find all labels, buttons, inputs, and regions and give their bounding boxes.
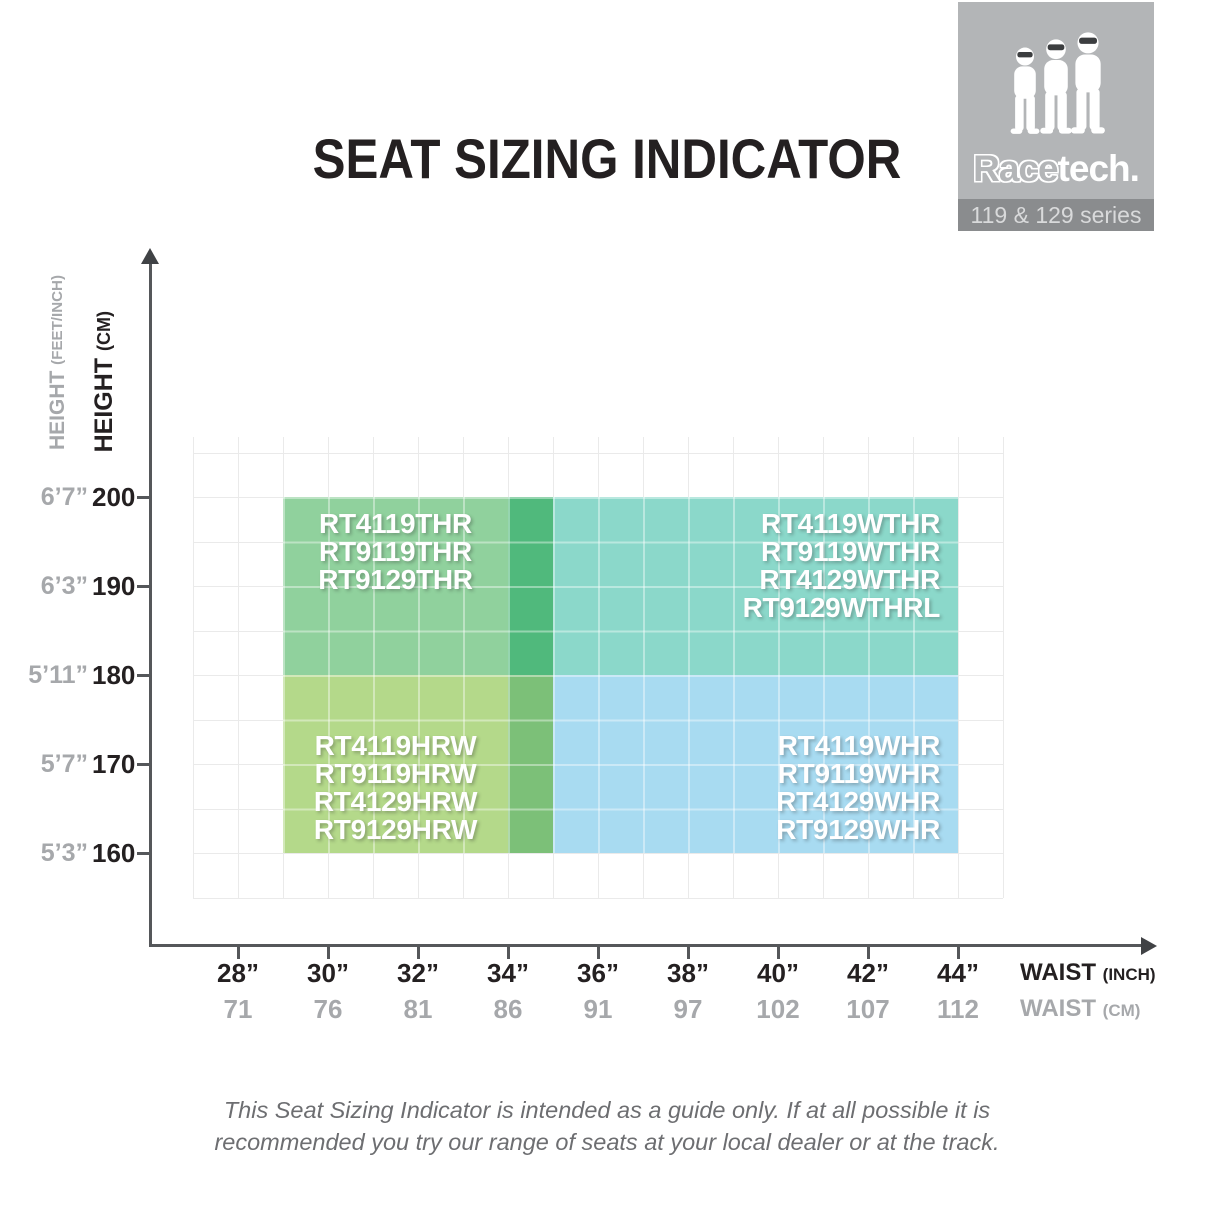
- y-tick-label-cm: 180: [92, 660, 136, 690]
- three-race-drivers-icon: [994, 28, 1118, 147]
- x-tick-mark: [597, 947, 600, 959]
- model-code: RT9129HRW: [313, 814, 478, 845]
- x-tick-mark: [327, 947, 330, 959]
- model-code: RT9129WTHRL: [742, 592, 941, 623]
- page-title: SEAT SIZING INDICATOR: [312, 127, 902, 190]
- x-tick-label-cm: 86: [493, 994, 523, 1024]
- x-tick-mark: [777, 947, 780, 959]
- region-model-list: RT4119THR RT9119THR RT9129THR: [283, 497, 508, 594]
- model-code: RT4119WHR: [777, 730, 941, 761]
- y-tick-label-cm: 170: [92, 749, 136, 779]
- overlap-strip-short: [508, 675, 553, 853]
- y-axis-title-cm: HEIGHT (CM): [90, 310, 118, 452]
- y-tick-mark: [137, 763, 149, 766]
- x-tick-label-cm: 91: [583, 994, 613, 1024]
- x-tick-label-inch: 40”: [757, 958, 799, 988]
- model-code: RT4129WHR: [776, 786, 940, 817]
- x-tick-label-cm: 71: [223, 994, 253, 1024]
- driver-figure-middle: [1040, 39, 1072, 134]
- brand-solid-text: tech.: [1057, 148, 1140, 189]
- model-code: RT9119THR: [319, 536, 472, 567]
- gridline-horizontal: [193, 853, 1003, 854]
- y-tick-label-cm: 200: [92, 482, 136, 512]
- model-code: RT4119WTHR: [760, 508, 940, 539]
- model-code: RT4119HRW: [314, 730, 477, 761]
- y-tick-label-cm: 190: [92, 571, 136, 601]
- region-model-list: RT4119HRW RT9119HRW RT4129HRW RT9129HRW: [283, 675, 508, 844]
- y-axis-title-feet-inch: HEIGHT (FEET/INCH): [46, 275, 69, 450]
- x-tick-label-inch: 38”: [667, 958, 709, 988]
- overlap-strip-tall: [508, 497, 553, 675]
- disclaimer-line-2: recommended you try our range of seats a…: [214, 1129, 1000, 1155]
- racetech-logo-box: Racetech. 119 & 129 series: [958, 2, 1154, 231]
- model-code: RT9119HRW: [314, 758, 477, 789]
- y-tick-label-feet-inch: 5’7”: [40, 750, 88, 778]
- x-tick-label-cm: 112: [937, 994, 979, 1024]
- x-tick-mark: [867, 947, 870, 959]
- gridline-vertical: [238, 437, 239, 898]
- x-tick-label-inch: 34”: [487, 958, 529, 988]
- model-code: RT9119WHR: [777, 758, 941, 789]
- x-tick-label-cm: 107: [846, 994, 890, 1024]
- y-axis-arrow-icon: [141, 248, 159, 264]
- driver-figure-left: [1010, 47, 1040, 134]
- disclaimer-note: This Seat Sizing Indicator is intended a…: [0, 1094, 1214, 1158]
- model-code: RT4129WTHR: [759, 564, 940, 595]
- racetech-wordmark: Racetech.: [958, 148, 1154, 190]
- x-tick-label-inch: 32”: [397, 958, 439, 988]
- x-tick-label-inch: 28”: [217, 958, 259, 988]
- disclaimer-line-1: This Seat Sizing Indicator is intended a…: [223, 1097, 991, 1123]
- x-tick-mark: [507, 947, 510, 959]
- region-model-list: RT4119WHR RT9119WHR RT4129WHR RT9129WHR: [508, 675, 958, 844]
- x-tick-label-cm: 97: [673, 994, 703, 1024]
- x-tick-label-cm: 102: [756, 994, 800, 1024]
- model-code: RT9129WHR: [776, 814, 940, 845]
- gridline-vertical: [958, 437, 959, 898]
- x-tick-label-inch: 42”: [847, 958, 889, 988]
- y-tick-label-cm: 160: [92, 838, 136, 868]
- x-axis-title-cm: WAIST (CM): [1020, 995, 1141, 1022]
- x-tick-mark: [237, 947, 240, 959]
- model-code: RT4119THR: [319, 508, 472, 539]
- driver-figure-right: [1071, 32, 1105, 134]
- x-tick-mark: [957, 947, 960, 959]
- region-model-list: RT4119WTHR RT9119WTHR RT4129WTHR RT9129WTHR…: [508, 497, 958, 622]
- y-tick-label-feet-inch: 6’7”: [40, 483, 88, 511]
- y-tick-mark: [137, 496, 149, 499]
- region-tall-wide: RT4119WTHR RT9119WTHR RT4129WTHR RT9129WTHR…: [508, 497, 958, 675]
- gridline-horizontal: [193, 897, 1003, 899]
- region-short-wide: RT4119WHR RT9119WHR RT4129WHR RT9129WHR: [508, 675, 958, 853]
- model-code: RT9129THR: [318, 564, 473, 595]
- model-code: RT4129HRW: [313, 786, 478, 817]
- x-axis-arrow-icon: [1141, 936, 1157, 955]
- y-axis-line: [148, 262, 152, 946]
- gridline-vertical: [1003, 437, 1004, 898]
- x-tick-mark: [417, 947, 420, 959]
- x-axis-title-inch: WAIST (INCH): [1020, 959, 1156, 986]
- y-tick-mark: [137, 585, 149, 588]
- brand-outline-text: Race: [973, 148, 1058, 189]
- model-code: RT9119WTHR: [760, 536, 940, 567]
- x-axis-line: [148, 944, 1143, 947]
- y-tick-label-feet-inch: 6’3”: [40, 572, 88, 600]
- x-tick-label-cm: 81: [403, 994, 433, 1024]
- x-tick-label-inch: 30”: [307, 958, 349, 988]
- series-badge: 119 & 129 series: [958, 199, 1154, 231]
- gridline-horizontal: [193, 452, 1003, 454]
- x-tick-mark: [687, 947, 690, 959]
- y-tick-mark: [137, 852, 149, 855]
- x-tick-label-inch: 36”: [577, 958, 619, 988]
- x-tick-label-inch: 44”: [937, 958, 979, 988]
- x-tick-label-cm: 76: [313, 994, 343, 1024]
- y-tick-mark: [137, 674, 149, 677]
- y-tick-label-feet-inch: 5’11”: [28, 661, 88, 689]
- gridline-vertical: [193, 437, 194, 898]
- y-tick-label-feet-inch: 5’3”: [40, 839, 88, 867]
